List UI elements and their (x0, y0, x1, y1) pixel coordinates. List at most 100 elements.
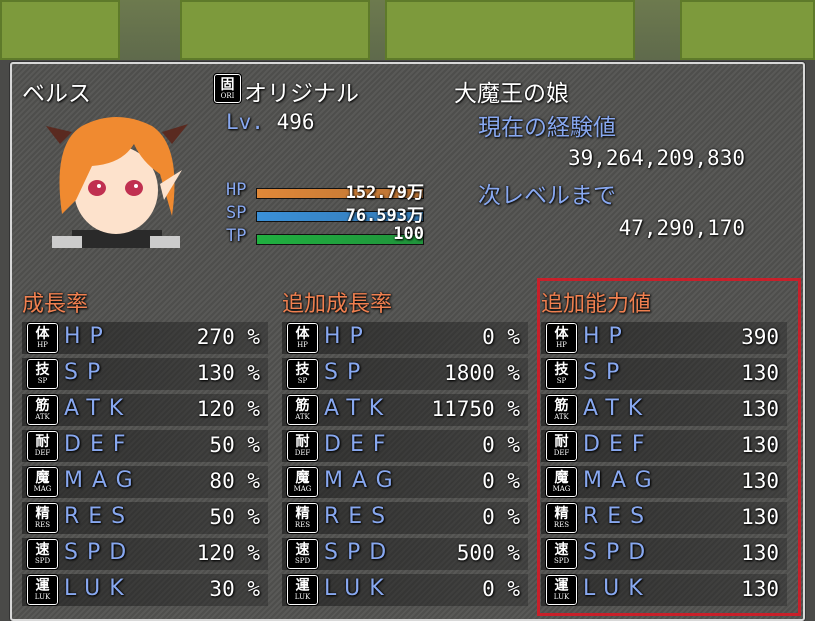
stat-value: 500 % (456, 541, 520, 565)
gauge-sp-value: 76.593万 (345, 206, 424, 226)
stat-value: 130 (741, 469, 779, 493)
stat-row-spd: 速 SPD SPD 500 % (282, 538, 528, 570)
stat-sp-icon: 技 SP (545, 358, 578, 390)
stat-spd-icon: 速 SPD (545, 538, 578, 570)
stat-row-res: 精 RES RES 50 % (22, 502, 268, 534)
stat-label: SPD (64, 540, 136, 565)
gauge-hp-value: 152.79万 (345, 183, 424, 203)
next-level-label: 次レベルまで (478, 183, 616, 209)
stat-sp-icon: 技 SP (286, 358, 319, 390)
stat-value: 130 (741, 505, 779, 529)
stat-sp-icon: 技 SP (26, 358, 59, 390)
stat-value: 11750 % (431, 397, 520, 421)
stat-def-icon: 耐 DEF (545, 430, 578, 462)
actor-nickname: 大魔王の娘 (454, 81, 569, 107)
map-tile (180, 0, 370, 60)
stat-row-atk: 筋 ATK ATK 11750 % (282, 394, 528, 426)
stat-atk-icon: 筋 ATK (26, 394, 59, 426)
stat-value: 130 % (196, 361, 260, 385)
actor-name: ベルス (22, 81, 91, 107)
gauge-label-sp: SP (226, 203, 247, 223)
gauge-label-hp: HP (226, 180, 247, 200)
stat-luk-icon: 運 LUK (286, 574, 319, 606)
stat-label: DEF (64, 432, 135, 457)
stat-res-icon: 精 RES (545, 502, 578, 534)
stat-spd-icon: 速 SPD (26, 538, 59, 570)
gauge-label-tp: TP (226, 226, 247, 246)
stat-row-mag: 魔 MAG MAG 130 (541, 466, 787, 498)
stat-row-luk: 運 LUK LUK 0 % (282, 574, 528, 606)
stat-label: LUK (583, 576, 652, 601)
stat-res-icon: 精 RES (26, 502, 59, 534)
class-badge-icon: 固 ORI (213, 73, 242, 104)
stat-hp-icon: 体 HP (286, 322, 319, 354)
stat-hp-icon: 体 HP (545, 322, 578, 354)
stat-value: 120 % (196, 541, 260, 565)
stat-value: 0 % (482, 577, 520, 601)
stat-row-hp: 体 HP HP 270 % (22, 322, 268, 354)
stat-row-atk: 筋 ATK ATK 120 % (22, 394, 268, 426)
stat-label: HP (583, 324, 631, 349)
stat-row-mag: 魔 MAG MAG 0 % (282, 466, 528, 498)
stat-row-luk: 運 LUK LUK 30 % (22, 574, 268, 606)
stat-row-res: 精 RES RES 130 (541, 502, 787, 534)
stat-value: 0 % (482, 505, 520, 529)
stat-mag-icon: 魔 MAG (26, 466, 59, 498)
stat-row-def: 耐 DEF DEF 130 (541, 430, 787, 462)
stat-luk-icon: 運 LUK (26, 574, 59, 606)
stat-label: ATK (324, 396, 393, 421)
stat-row-sp: 技 SP SP 130 (541, 358, 787, 390)
column-title: 追加成長率 (282, 292, 393, 317)
stat-atk-icon: 筋 ATK (545, 394, 578, 426)
column-title: 追加能力値 (541, 292, 652, 317)
stat-value: 0 % (482, 469, 520, 493)
gauge-tp-bar (256, 234, 424, 245)
stat-value: 130 (741, 541, 779, 565)
stat-label: SP (64, 360, 110, 385)
actor-class: オリジナル (244, 81, 359, 107)
stat-label: RES (64, 504, 135, 529)
stat-value: 50 % (209, 433, 260, 457)
stat-label: MAG (583, 468, 661, 493)
stat-label: SPD (324, 540, 396, 565)
stat-value: 30 % (209, 577, 260, 601)
stat-label: SP (324, 360, 370, 385)
stat-value: 390 (741, 325, 779, 349)
stat-row-hp: 体 HP HP 390 (541, 322, 787, 354)
stat-value: 130 (741, 361, 779, 385)
actor-portrait (46, 117, 188, 248)
stat-label: ATK (64, 396, 133, 421)
stat-row-res: 精 RES RES 0 % (282, 502, 528, 534)
stat-value: 0 % (482, 325, 520, 349)
stat-row-atk: 筋 ATK ATK 130 (541, 394, 787, 426)
gauge-fill (257, 235, 423, 244)
stat-row-def: 耐 DEF DEF 50 % (22, 430, 268, 462)
stat-value: 0 % (482, 433, 520, 457)
stat-row-hp: 体 HP HP 0 % (282, 322, 528, 354)
stat-value: 80 % (209, 469, 260, 493)
stat-label: DEF (583, 432, 654, 457)
stat-row-sp: 技 SP SP 1800 % (282, 358, 528, 390)
stat-label: HP (324, 324, 372, 349)
stat-value: 120 % (196, 397, 260, 421)
map-tile (680, 0, 815, 60)
gauge-fill (257, 212, 423, 221)
map-tile (385, 0, 635, 60)
stat-label: MAG (324, 468, 402, 493)
stat-res-icon: 精 RES (286, 502, 319, 534)
stat-row-spd: 速 SPD SPD 130 (541, 538, 787, 570)
exp-value: 39,264,209,830 (567, 146, 745, 170)
stat-value: 1800 % (444, 361, 520, 385)
stat-label: LUK (324, 576, 393, 601)
stat-row-luk: 運 LUK LUK 130 (541, 574, 787, 606)
gauge-sp-bar (256, 211, 424, 222)
stat-hp-icon: 体 HP (26, 322, 59, 354)
exp-label: 現在の経験値 (478, 115, 616, 141)
stat-atk-icon: 筋 ATK (286, 394, 319, 426)
gauge-fill (257, 189, 423, 198)
stat-label: DEF (324, 432, 395, 457)
level-display: Lv. 496 (226, 110, 315, 134)
stat-spd-icon: 速 SPD (286, 538, 319, 570)
stat-label: SPD (583, 540, 655, 565)
stat-value: 270 % (196, 325, 260, 349)
